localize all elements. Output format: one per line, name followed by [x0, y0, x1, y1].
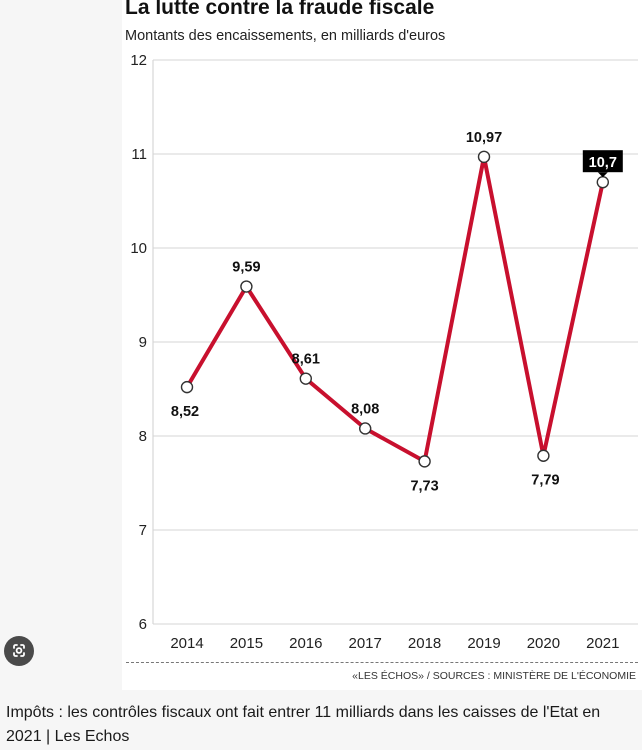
x-tick-label-2015: 2015: [230, 635, 263, 652]
data-point-2021: [596, 175, 609, 189]
data-point-2016: [299, 372, 312, 385]
chart-title: La lutte contre la fraude fiscale: [125, 0, 435, 19]
google-lens-icon[interactable]: [4, 636, 34, 666]
y-tick-label-10: 10: [130, 240, 147, 257]
x-tick-label-2019: 2019: [467, 635, 500, 652]
data-label-2015: 9,59: [232, 260, 260, 276]
x-tick-label-2020: 2020: [527, 635, 560, 652]
x-tick-label-2016: 2016: [289, 635, 322, 652]
x-tick-label-2018: 2018: [408, 635, 441, 652]
data-label-2018: 7,73: [410, 478, 438, 494]
y-tick-label-8: 8: [139, 428, 147, 445]
data-point-2015: [240, 280, 253, 293]
data-label-box-2021: [582, 150, 623, 173]
data-label-2014: 8,52: [171, 404, 199, 420]
image-caption: Impôts : les contrôles fiscaux ont fait …: [6, 704, 601, 745]
data-label-2020: 7,79: [531, 473, 559, 489]
data-point-2018: [418, 455, 431, 468]
y-tick-label-7: 7: [139, 522, 147, 539]
series-line: [185, 154, 605, 464]
data-label-2016: 8,61: [292, 352, 320, 368]
chart-subtitle: Montants des encaissements, en milliards…: [125, 28, 446, 44]
y-tick-label-9: 9: [139, 334, 147, 351]
y-tick-label-12: 12: [130, 52, 147, 69]
data-label-2017: 8,08: [351, 401, 379, 417]
data-point-2019: [477, 150, 491, 164]
y-tick-label-6: 6: [139, 616, 147, 633]
x-tick-label-2017: 2017: [349, 635, 382, 652]
source-note: «LES ÉCHOS» / SOURCES : MINISTÈRE DE L'É…: [352, 670, 636, 682]
y-tick-label-11: 11: [131, 146, 147, 163]
data-point-2017: [359, 422, 372, 435]
source-divider: [126, 662, 638, 663]
x-tick-label-2014: 2014: [170, 635, 203, 652]
data-label-pointer-2021: [597, 172, 608, 178]
x-tick-label-2021: 2021: [586, 635, 619, 652]
data-point-2014: [180, 380, 194, 394]
data-point-2020: [537, 449, 550, 462]
data-label-2021: 10,7: [589, 155, 617, 171]
lens-glyph: [13, 644, 25, 657]
chart-card: [122, 0, 642, 690]
data-label-2019: 10,97: [466, 130, 502, 146]
line-chart: 6 7 8 9 10 11 12 2014 2015 2016 2017 2018 2019 2020 20…: [130, 52, 638, 652]
